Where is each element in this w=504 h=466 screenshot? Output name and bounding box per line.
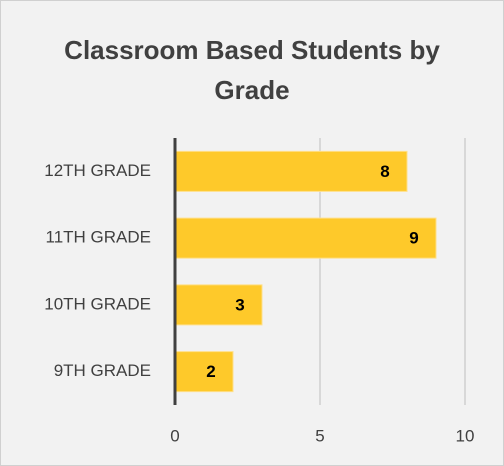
bar [174,284,263,326]
x-tick-label: 5 [315,426,324,445]
bar [174,217,437,259]
y-tick-label: 10TH GRADE [44,294,151,313]
data-label: 8 [380,162,389,181]
bar [174,351,234,393]
bar [174,150,408,192]
data-label: 3 [235,295,244,314]
x-tick-label: 0 [170,426,179,445]
y-tick-label: 12TH GRADE [44,161,151,180]
data-label: 9 [409,229,418,248]
y-tick-label: 11TH GRADE [46,228,152,247]
x-tick-label: 10 [456,426,475,445]
y-tick-label: 9TH GRADE [54,361,151,380]
data-label: 2 [206,362,215,381]
chart-title: Classroom Based Students by Grade [64,35,440,105]
